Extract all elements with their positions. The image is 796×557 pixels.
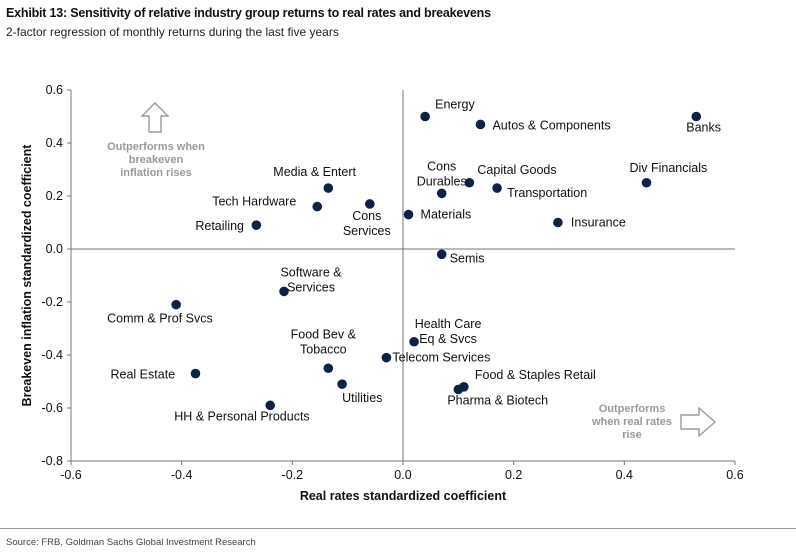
y-axis-title: Breakeven inflation standardized coeffic… (20, 144, 34, 407)
y-tick-label: 0.6 (46, 83, 63, 97)
data-label: Durables (417, 174, 467, 188)
x-axis-title: Real rates standardized coefficient (300, 489, 507, 503)
x-tick-label: 0.4 (616, 468, 633, 482)
y-tick-label: -0.4 (41, 348, 63, 362)
x-tick-label: -0.6 (60, 468, 82, 482)
data-label: Software & (280, 265, 342, 279)
chart-title: Exhibit 13: Sensitivity of relative indu… (6, 6, 491, 20)
data-point (492, 183, 502, 193)
y-tick-label: -0.2 (41, 295, 63, 309)
data-point (691, 111, 702, 122)
data-label: Tech Hardware (212, 195, 296, 209)
data-label: Semis (450, 251, 485, 265)
data-label: Tobacco (300, 342, 347, 356)
up-arrow-icon (140, 102, 170, 133)
data-label: Transportation (507, 186, 587, 200)
data-label: HH & Personal Products (174, 409, 309, 423)
data-point (265, 400, 276, 411)
top-divider (0, 528, 796, 529)
x-tick-label: -0.4 (171, 468, 193, 482)
data-point (365, 199, 375, 209)
annotation-text: rise (622, 429, 642, 441)
data-label: Materials (421, 208, 472, 222)
y-tick-label: 0.2 (46, 189, 63, 203)
data-label: Eq & Svcs (419, 332, 477, 346)
data-label: Services (287, 280, 335, 294)
x-tick-label: 0.6 (726, 468, 743, 482)
data-point (409, 336, 419, 347)
data-point (279, 286, 289, 297)
data-point (171, 299, 181, 310)
data-point (337, 379, 347, 389)
annotation-text: inflation rises (120, 167, 192, 179)
data-point (251, 220, 262, 230)
data-point (436, 188, 447, 199)
data-label: Food & Staples Retail (475, 368, 596, 382)
x-tick-label: 0.0 (394, 468, 411, 482)
source-note: Source: FRB, Goldman Sachs Global Invest… (6, 537, 256, 548)
scatter-chart: -0.6 -0.4 -0.2 0.0 0.2 0.4 0.6 0.6 0.4 0.2 0.0 -0.2… (20, 83, 744, 503)
data-label: Energy (435, 98, 475, 112)
data-label: Utilities (342, 391, 382, 405)
data-point (436, 249, 447, 260)
data-point (475, 119, 486, 130)
data-label: Telecom Services (392, 351, 490, 365)
data-label: Food Bev & (291, 327, 357, 341)
data-label: Banks (686, 121, 721, 135)
annotation-text: when real rates (591, 416, 672, 428)
data-point (420, 111, 430, 122)
data-point (453, 384, 464, 395)
right-arrow-icon (680, 406, 717, 438)
data-point (403, 209, 414, 220)
annotation-text: breakeven (129, 154, 184, 166)
data-point (323, 183, 334, 193)
annotation-text: Outperforms when (107, 141, 205, 153)
data-label: Autos & Components (492, 118, 610, 132)
data-point (381, 352, 392, 363)
data-point (312, 201, 323, 212)
data-label: Comm & Prof Svcs (107, 312, 213, 326)
data-label: Real Estate (111, 368, 176, 382)
x-tick-label: -0.2 (282, 468, 304, 482)
data-point (323, 363, 334, 374)
y-tick-label: 0.4 (46, 136, 63, 150)
chart-subtitle: 2-factor regression of monthly returns d… (6, 25, 339, 39)
data-label: Div Financials (629, 161, 707, 175)
data-point (464, 177, 475, 188)
data-label: Capital Goods (477, 163, 556, 177)
y-tick-label: 0.0 (46, 242, 63, 256)
data-label: Health Care (415, 317, 482, 331)
data-label: Cons (352, 209, 381, 223)
data-point (553, 217, 563, 228)
data-point (190, 368, 201, 379)
data-label: Services (343, 224, 391, 238)
data-point (641, 177, 652, 188)
data-label: Media & Entert (273, 165, 356, 179)
annotation-text: Outperforms (599, 403, 666, 415)
y-tick-label: -0.6 (41, 401, 63, 415)
data-label: Retailing (195, 219, 244, 233)
data-label: Pharma & Biotech (447, 393, 548, 407)
data-label: Insurance (571, 216, 626, 230)
data-label: Cons (427, 159, 456, 173)
x-tick-label: 0.2 (505, 468, 522, 482)
y-tick-label: -0.8 (41, 454, 63, 468)
